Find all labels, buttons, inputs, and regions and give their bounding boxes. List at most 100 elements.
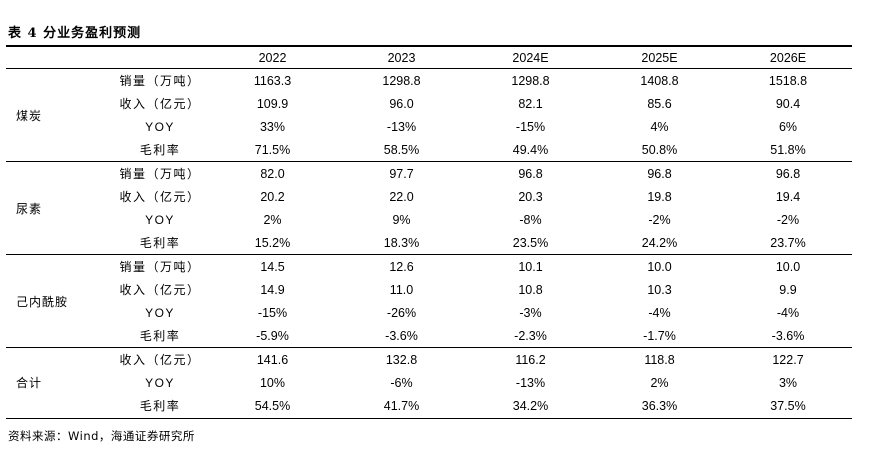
value-cell: -5.9% xyxy=(208,324,337,348)
metric-label: 收入（亿元） xyxy=(119,190,201,204)
table-row: YOY 10% -6% -13% 2% 3% xyxy=(6,371,852,394)
value-cell: 122.7 xyxy=(772,352,804,367)
source-note: 资料来源：Wind，海通证券研究所 xyxy=(8,429,195,443)
metric-label: 毛利率 xyxy=(139,399,181,413)
value-cell: 3% xyxy=(778,375,798,390)
value-cell: -13% xyxy=(515,375,546,390)
metric-label: YOY xyxy=(145,212,175,227)
segment-label: 己内酰胺 xyxy=(6,254,112,348)
value-cell: 51.8% xyxy=(724,138,852,162)
value-cell: 10.0 xyxy=(647,259,672,274)
value-cell: 96.8 xyxy=(518,166,543,181)
table-row: 合计 收入（亿元） 141.6 132.8 116.2 118.8 122.7 xyxy=(6,348,852,391)
value-cell: -15% xyxy=(515,119,546,134)
value-cell: 23.5% xyxy=(466,231,595,255)
table-row: 尿素 销量（万吨） 82.0 97.7 96.8 96.8 96.8 xyxy=(6,161,852,255)
segment-label: 煤炭 xyxy=(6,68,112,162)
value-cell: 96.0 xyxy=(389,96,414,111)
metric-label: YOY xyxy=(145,305,175,320)
table-row: YOY 33% -13% -15% 4% 6% xyxy=(6,115,852,138)
value-cell: 49.4% xyxy=(466,138,595,162)
value-cell: 22.0 xyxy=(389,189,414,204)
top-rule xyxy=(6,45,852,47)
value-cell: 10.8 xyxy=(518,282,543,297)
value-cell: 34.2% xyxy=(512,398,549,413)
value-cell: 24.2% xyxy=(595,231,724,255)
value-cell: 1163.3 xyxy=(253,73,292,88)
value-cell: 6% xyxy=(778,119,798,134)
value-cell: 141.6 xyxy=(256,352,289,367)
value-cell: 4% xyxy=(650,119,669,134)
metric-label: 毛利率 xyxy=(112,324,208,348)
table-title: 表 4 分业务盈利预测 xyxy=(8,26,142,41)
metric-label: 销量（万吨） xyxy=(119,167,201,181)
value-cell: 118.8 xyxy=(644,352,675,367)
value-cell: -8% xyxy=(519,212,542,227)
header-year: 2024E xyxy=(466,47,595,69)
value-cell: 10% xyxy=(259,375,286,390)
value-cell: 82.0 xyxy=(260,166,285,181)
value-cell: 11.0 xyxy=(389,282,414,297)
table-row: 收入（亿元） 14.9 11.0 10.8 10.3 9.9 xyxy=(6,278,852,301)
value-cell: -2.3% xyxy=(466,324,595,348)
table-row: 毛利率 -5.9% -3.6% -2.3% -1.7% -3.6% xyxy=(6,324,852,348)
metric-label: 销量（万吨） xyxy=(119,260,201,274)
table-row: 煤炭 销量（万吨） 1163.3 1298.8 1298.8 1408.8 1518.8 xyxy=(6,68,852,162)
metric-label: 收入（亿元） xyxy=(119,97,201,111)
value-cell: 1298.8 xyxy=(511,73,550,88)
table-row: YOY -15% -26% -3% -4% -4% xyxy=(6,301,852,324)
value-cell: 14.5 xyxy=(260,259,285,274)
value-cell: 1518.8 xyxy=(768,73,808,88)
header-year: 2026E xyxy=(724,47,852,69)
value-cell: 36.3% xyxy=(641,398,678,413)
value-cell: -1.7% xyxy=(595,324,724,348)
value-cell: 96.8 xyxy=(775,166,801,181)
value-cell: 15.2% xyxy=(208,231,337,255)
value-cell: -13% xyxy=(386,119,417,134)
header-year: 2025E xyxy=(595,47,724,69)
value-cell: 41.7% xyxy=(383,398,420,413)
value-cell: 10.1 xyxy=(518,259,543,274)
metric-label: YOY xyxy=(145,119,175,134)
table-row: 收入（亿元） 109.9 96.0 82.1 85.6 90.4 xyxy=(6,92,852,115)
metric-label: 收入（亿元） xyxy=(119,283,201,297)
value-cell: 50.8% xyxy=(595,138,724,162)
segment-label: 尿素 xyxy=(6,161,112,255)
table-row: 收入（亿元） 20.2 22.0 20.3 19.8 19.4 xyxy=(6,185,852,208)
metric-label: YOY xyxy=(145,375,175,390)
header-year: 2022 xyxy=(208,47,337,69)
value-cell: -3% xyxy=(519,305,542,320)
table-row: YOY 2% 9% -8% -2% -2% xyxy=(6,208,852,231)
table-row: 己内酰胺 销量（万吨） 14.5 12.6 10.1 10.0 10.0 xyxy=(6,254,852,348)
value-cell: 19.8 xyxy=(647,189,672,204)
value-cell: 97.7 xyxy=(389,166,414,181)
value-cell: 85.6 xyxy=(647,96,672,111)
header-blank xyxy=(6,47,112,69)
value-cell: 19.4 xyxy=(775,189,801,204)
value-cell: 82.1 xyxy=(518,96,543,111)
value-cell: 12.6 xyxy=(389,259,414,274)
value-cell: -4% xyxy=(648,305,671,320)
forecast-table: 2022 2023 2024E 2025E 2026E 煤炭 销量（万吨） 1163… xyxy=(6,47,852,417)
header-blank-2 xyxy=(112,47,208,69)
value-cell: 20.2 xyxy=(260,189,285,204)
value-cell: 14.9 xyxy=(260,282,285,297)
value-cell: 23.7% xyxy=(724,231,852,255)
metric-label: 销量（万吨） xyxy=(119,74,201,88)
value-cell: 109.9 xyxy=(256,96,289,111)
table-row: 毛利率 54.5% 41.7% 34.2% 36.3% 37.5% xyxy=(6,394,852,417)
value-cell: 10.0 xyxy=(775,259,801,274)
metric-label: 毛利率 xyxy=(112,231,208,255)
value-cell: -3.6% xyxy=(337,324,466,348)
value-cell: 116.2 xyxy=(515,352,546,367)
value-cell: -3.6% xyxy=(724,324,852,348)
value-cell: 132.8 xyxy=(385,352,418,367)
value-cell: 90.4 xyxy=(775,96,801,111)
value-cell: 1408.8 xyxy=(640,73,679,88)
value-cell: 54.5% xyxy=(254,398,291,413)
bottom-rule xyxy=(6,418,852,419)
segment-label: 合计 xyxy=(16,376,43,390)
value-cell: -2% xyxy=(648,212,671,227)
value-cell: 1298.8 xyxy=(382,73,421,88)
value-cell: -2% xyxy=(776,212,800,227)
